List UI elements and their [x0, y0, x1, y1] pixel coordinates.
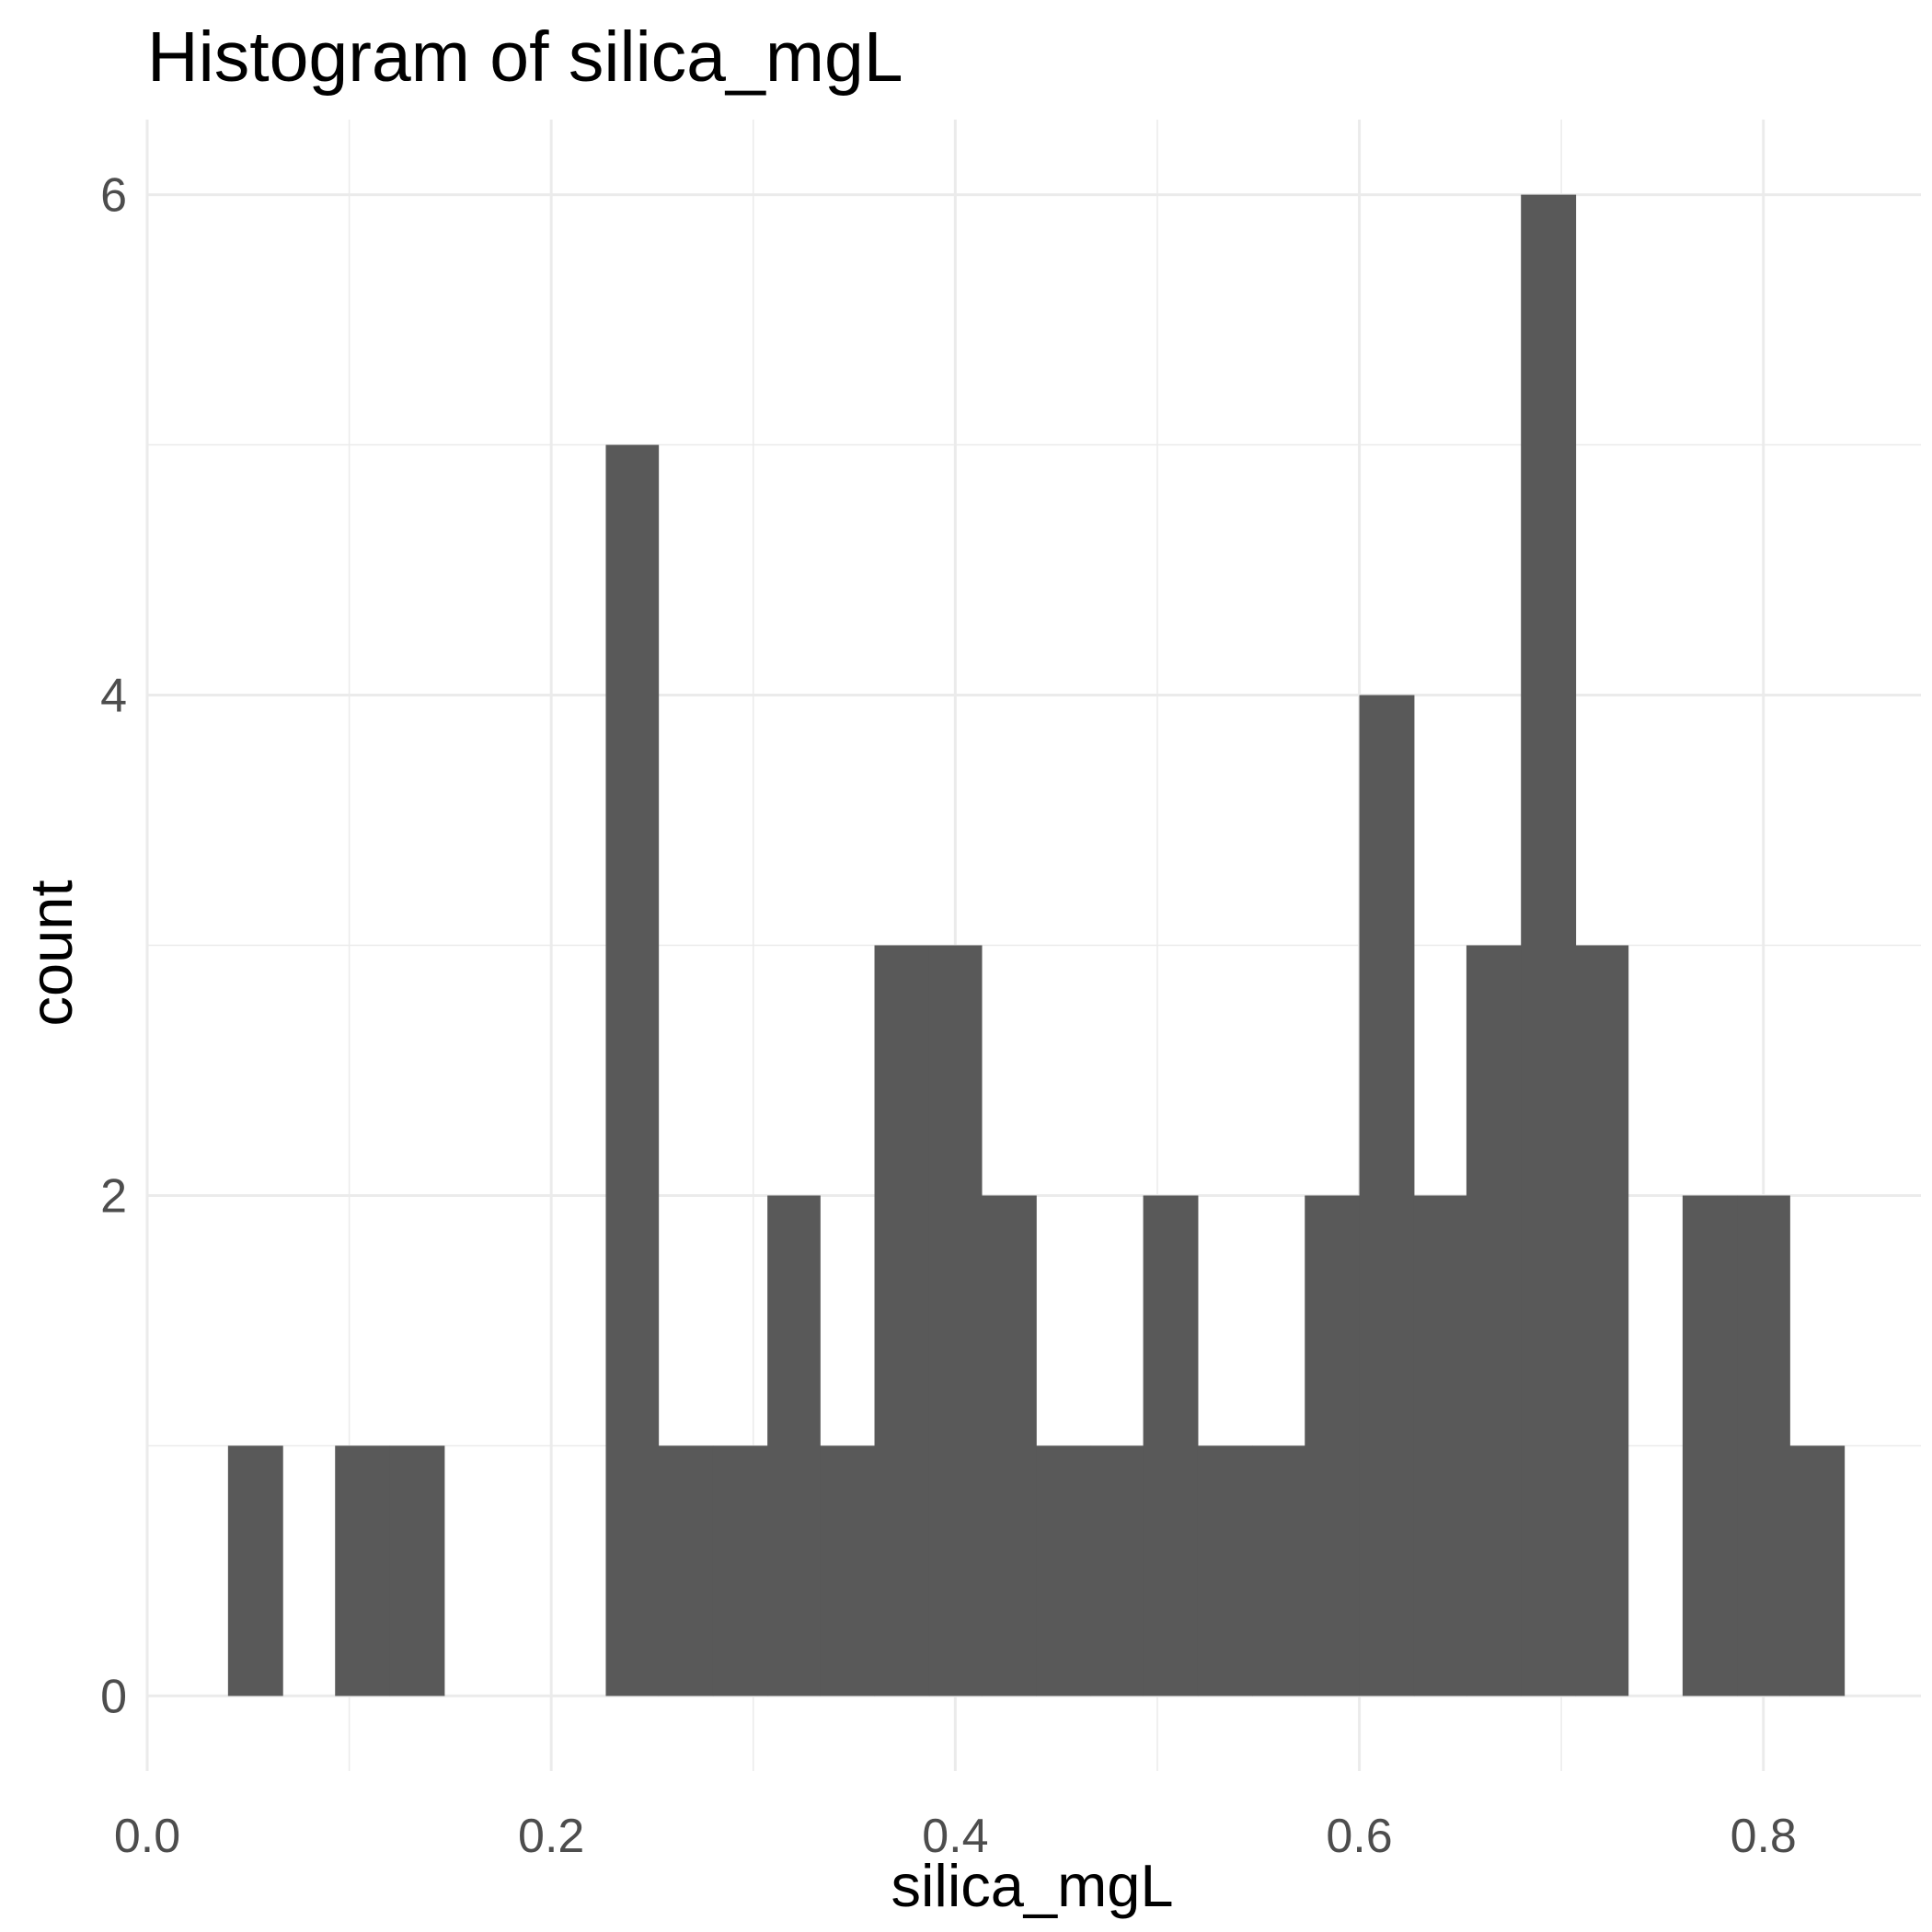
chart-title: Histogram of silica_mgL	[147, 17, 903, 97]
histogram-bar	[1252, 1445, 1305, 1696]
histogram-bars	[227, 194, 1846, 1696]
histogram-bar	[1197, 1445, 1253, 1696]
histogram-bar	[1036, 1445, 1092, 1696]
x-axis-tick-labels: 0.0 0.2 0.4 0.6 0.8	[114, 1810, 1797, 1863]
x-tick-label: 0.2	[518, 1810, 584, 1863]
x-tick-label: 0.0	[114, 1810, 180, 1863]
x-tick-label: 0.8	[1731, 1810, 1797, 1863]
y-tick-label: 4	[100, 670, 127, 723]
histogram-bar	[981, 1195, 1037, 1696]
histogram-bar	[874, 945, 930, 1696]
y-tick-label: 0	[100, 1670, 127, 1723]
histogram-bar	[389, 1445, 445, 1696]
histogram-bar	[1143, 1195, 1199, 1696]
histogram-bar	[1575, 945, 1629, 1696]
histogram-bar	[1305, 1195, 1361, 1696]
y-tick-label: 6	[100, 169, 127, 223]
histogram-bar	[1682, 1195, 1738, 1696]
y-tick-label: 2	[100, 1169, 127, 1223]
histogram-bar	[712, 1445, 768, 1696]
histogram-bar	[1090, 1445, 1144, 1696]
histogram-bar	[820, 1445, 876, 1696]
histogram-bar	[1413, 1195, 1467, 1696]
histogram-bar	[605, 444, 660, 1696]
x-axis-title: silica_mgL	[891, 1852, 1173, 1919]
x-tick-label: 0.6	[1326, 1810, 1392, 1863]
y-axis-title: count	[17, 880, 85, 1026]
histogram-bar	[335, 1445, 391, 1696]
x-tick-label: 0.4	[922, 1810, 988, 1863]
histogram-bar	[1789, 1445, 1846, 1696]
histogram-bar	[1359, 695, 1415, 1696]
histogram-bar	[658, 1445, 714, 1696]
histogram-bar	[928, 945, 983, 1696]
histogram-bar	[1466, 945, 1522, 1696]
histogram-bar	[227, 1445, 283, 1696]
histogram-bar	[1737, 1195, 1790, 1696]
histogram-bar	[1521, 194, 1577, 1696]
y-axis-tick-labels: 0 2 4 6	[100, 169, 127, 1724]
histogram-bar	[767, 1195, 821, 1696]
